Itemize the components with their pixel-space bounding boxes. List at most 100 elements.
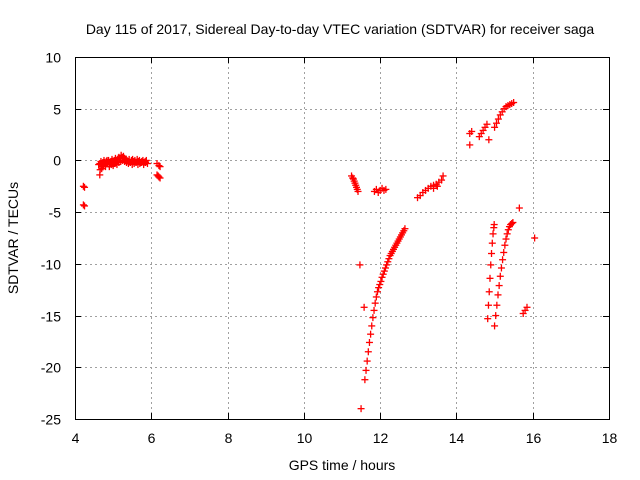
- data-point: [110, 160, 118, 168]
- data-point: [495, 282, 503, 290]
- data-point: [98, 163, 106, 171]
- y-axis-title: SDTVAR / TECUs: [5, 182, 21, 294]
- data-point: [371, 299, 379, 307]
- plot-frame: [75, 57, 610, 420]
- data-point: [381, 264, 389, 272]
- data-point: [501, 241, 509, 249]
- data-point: [483, 120, 491, 128]
- x-tick-label: 16: [526, 430, 542, 446]
- data-point: [155, 162, 163, 170]
- data-point: [486, 274, 494, 282]
- data-point: [79, 182, 87, 190]
- data-points: [79, 99, 539, 413]
- data-point: [375, 284, 383, 292]
- y-tick-label: 0: [53, 153, 61, 169]
- data-point: [438, 176, 446, 184]
- y-tick-label: -20: [41, 360, 61, 376]
- y-tick-label: -5: [49, 205, 62, 221]
- data-point: [365, 338, 373, 346]
- data-point: [142, 158, 150, 166]
- data-point: [485, 288, 493, 296]
- y-tick-label: 10: [45, 50, 61, 66]
- x-tick-label: 10: [297, 430, 313, 446]
- data-point: [485, 136, 493, 144]
- data-point: [493, 301, 501, 309]
- data-point: [383, 261, 391, 269]
- data-point: [385, 255, 393, 263]
- data-point: [354, 187, 362, 195]
- tick-labels: 4 6 8 10 12 14 16 18 -25 -20 -15 -10 -5 0 5 10: [41, 50, 618, 447]
- data-point: [531, 234, 539, 242]
- data-point: [502, 235, 510, 243]
- data-point: [155, 173, 163, 181]
- data-point: [484, 315, 492, 323]
- data-point: [491, 123, 499, 131]
- data-point: [379, 270, 387, 278]
- x-tick-label: 6: [148, 430, 156, 446]
- data-point: [368, 322, 376, 330]
- data-point: [499, 256, 507, 264]
- data-point: [488, 239, 496, 247]
- y-tick-label: 5: [53, 102, 61, 118]
- data-point: [494, 115, 502, 123]
- data-point: [364, 348, 372, 356]
- data-point: [503, 230, 511, 238]
- data-point: [439, 172, 447, 180]
- data-point: [492, 119, 500, 127]
- x-tick-label: 14: [449, 430, 465, 446]
- x-tick-label: 8: [225, 430, 233, 446]
- data-point: [382, 185, 390, 193]
- data-point: [489, 230, 497, 238]
- y-tick-label: -25: [41, 412, 61, 428]
- data-point: [357, 405, 365, 413]
- data-point: [496, 272, 504, 280]
- data-point: [376, 281, 384, 289]
- x-tick-label: 12: [373, 430, 389, 446]
- data-point: [494, 291, 502, 299]
- data-point: [504, 226, 512, 234]
- data-point: [401, 225, 409, 233]
- x-axis-title: GPS time / hours: [289, 457, 396, 473]
- axis-ticks: [75, 57, 610, 420]
- data-point: [360, 303, 368, 311]
- data-point: [468, 127, 476, 135]
- data-point: [156, 163, 164, 171]
- x-tick-label: 18: [602, 430, 618, 446]
- data-point: [380, 267, 388, 275]
- data-point: [79, 201, 87, 209]
- data-point: [430, 184, 438, 192]
- data-point: [490, 221, 498, 229]
- data-point: [491, 322, 499, 330]
- data-point: [369, 314, 377, 322]
- data-point: [488, 250, 496, 258]
- data-point: [361, 376, 369, 384]
- data-point: [487, 261, 495, 269]
- data-point: [367, 330, 375, 338]
- data-point: [377, 277, 385, 285]
- data-point: [510, 99, 518, 107]
- data-point: [433, 182, 441, 190]
- data-point: [373, 288, 381, 296]
- data-point: [497, 264, 505, 272]
- grid-lines: [75, 57, 609, 419]
- data-point: [362, 366, 370, 374]
- x-tick-label: 4: [72, 430, 80, 446]
- data-point: [508, 220, 516, 228]
- y-tick-label: -15: [41, 309, 61, 325]
- data-point: [378, 273, 386, 281]
- data-point: [500, 248, 508, 256]
- data-point: [81, 202, 89, 210]
- data-point: [363, 357, 371, 365]
- data-point: [372, 293, 380, 301]
- data-point: [509, 218, 517, 226]
- data-point: [154, 172, 162, 180]
- chart-title: Day 115 of 2017, Sidereal Day-to-day VTE…: [86, 21, 595, 37]
- data-point: [492, 312, 500, 320]
- data-point: [370, 306, 378, 314]
- data-point: [384, 258, 392, 266]
- data-point: [466, 141, 474, 149]
- y-tick-label: -10: [41, 257, 61, 273]
- data-point: [349, 174, 357, 182]
- data-point: [356, 261, 364, 269]
